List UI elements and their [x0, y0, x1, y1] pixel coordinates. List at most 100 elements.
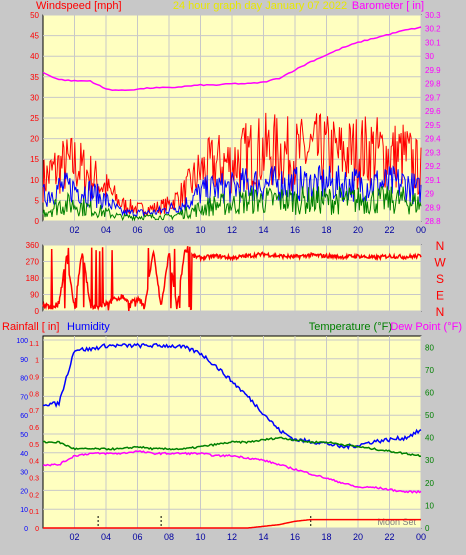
- temperature-title: Temperature (°F): [309, 321, 392, 333]
- rain-tick-label: 0.6: [29, 425, 39, 432]
- wind-direction-line: [42, 246, 422, 312]
- y-tick-label: 360: [26, 241, 40, 250]
- y2-tick-label: 29: [425, 190, 434, 199]
- x-tick-label: 12: [227, 532, 237, 542]
- humidity-tick-label: 20: [20, 488, 28, 495]
- humidity-tick-label: 60: [20, 413, 28, 420]
- y-tick-label: 50: [30, 11, 39, 20]
- y-tick-label: 90: [30, 291, 39, 300]
- y2-tick-label: 60: [425, 388, 434, 397]
- y-tick-label: 40: [30, 52, 39, 61]
- x-tick-label: 14: [258, 532, 268, 542]
- x-tick-label: 18: [321, 225, 331, 235]
- rain-tick-label: 0.7: [29, 408, 39, 415]
- rain-tick-label: 0.9: [29, 375, 39, 382]
- wind-direction-panel: 0 N 90 E 180 S 270 W 360 N: [26, 239, 447, 319]
- x-tick-label: 00: [416, 225, 426, 235]
- x-tick-label: 22: [384, 225, 394, 235]
- compass-label: E: [436, 289, 444, 303]
- y2-tick-label: 20: [425, 479, 434, 488]
- y2-tick-label: 29.6: [425, 107, 441, 116]
- y2-tick-label: 0: [425, 524, 430, 533]
- x-tick-label: 20: [353, 225, 363, 235]
- y-tick-label: 45: [30, 32, 39, 41]
- y2-tick-label: 70: [425, 366, 434, 375]
- x-tick-label: 18: [321, 532, 331, 542]
- y2-tick-label: 50: [425, 411, 434, 420]
- graph-day-title: 24 hour graph day January 07 2022: [173, 0, 347, 12]
- temperature-line: [42, 436, 422, 458]
- y2-tick-label: 29.5: [425, 121, 441, 130]
- y2-tick-label: 30.2: [425, 25, 441, 34]
- y-tick-label: 270: [26, 258, 40, 267]
- humidity-tick-label: 30: [20, 470, 28, 477]
- windspeed-title: Windspeed [mph]: [36, 0, 122, 12]
- y2-tick-label: 30.3: [425, 11, 441, 20]
- humidity-tick-label: 90: [20, 357, 28, 364]
- y-tick-label: 20: [30, 135, 39, 144]
- x-tick-label: 16: [290, 225, 300, 235]
- y2-tick-label: 28.9: [425, 203, 441, 212]
- y2-tick-label: 30: [425, 456, 434, 465]
- humidity-tick-label: 80: [20, 376, 28, 383]
- x-tick-label: 00: [416, 532, 426, 542]
- y-tick-label: 30: [30, 93, 39, 102]
- y2-tick-label: 29.3: [425, 148, 441, 157]
- y-tick-label: 15: [30, 155, 39, 164]
- humidity-tick-label: 0: [24, 526, 28, 533]
- x-tick-label: 04: [101, 532, 111, 542]
- rainfall-title: Rainfall [ in]: [2, 321, 59, 333]
- x-tick-label: 22: [384, 532, 394, 542]
- x-tick-label: 16: [290, 532, 300, 542]
- y-tick-label: 0: [35, 217, 40, 226]
- humidity-title: Humidity: [67, 321, 110, 333]
- compass-label: N: [436, 305, 445, 319]
- y2-tick-label: 29.7: [425, 93, 441, 102]
- rain-tick-label: 1.1: [29, 341, 39, 348]
- y-tick-label: 10: [30, 176, 39, 185]
- y2-tick-label: 10: [425, 501, 434, 510]
- wind-barometer-panel: 02 04 06 08 10 12 14 16 18 20 22 000510152025303540…: [30, 11, 441, 235]
- dewpoint-title: Dew Point (°F): [390, 321, 462, 333]
- y2-tick-label: 80: [425, 343, 434, 352]
- compass-label: W: [434, 256, 446, 270]
- rain-tick-label: 0.1: [29, 509, 39, 516]
- y2-tick-label: 29.8: [425, 80, 441, 89]
- barometer-line: [42, 26, 422, 92]
- barometer-title: Barometer [ in]: [352, 0, 424, 12]
- x-tick-label: 02: [69, 225, 79, 235]
- rain-tick-label: 0.4: [29, 459, 39, 466]
- humidity-tick-label: 100: [16, 338, 28, 345]
- y2-tick-label: 28.8: [425, 217, 441, 226]
- rain-tick-label: 0.2: [29, 492, 39, 499]
- wind-min-line: [42, 185, 422, 222]
- humidity-tick-label: 10: [20, 507, 28, 514]
- y-tick-label: 35: [30, 73, 39, 82]
- y2-tick-label: 30.1: [425, 38, 441, 47]
- y2-tick-label: 29.9: [425, 66, 441, 75]
- x-tick-label: 10: [195, 532, 205, 542]
- y-tick-label: 5: [35, 196, 40, 205]
- x-tick-label: 12: [227, 225, 237, 235]
- y-tick-label: 0: [35, 307, 40, 316]
- y2-tick-label: 40: [425, 434, 434, 443]
- compass-label: N: [436, 239, 445, 253]
- rain-tick-label: 0.5: [29, 442, 39, 449]
- humidity-tick-label: 50: [20, 432, 28, 439]
- x-tick-label: 04: [101, 225, 111, 235]
- x-tick-label: 20: [353, 532, 363, 542]
- rain-tick-label: 0.3: [29, 476, 39, 483]
- x-tick-label: 14: [258, 225, 268, 235]
- x-tick-label: 06: [132, 532, 142, 542]
- y2-tick-label: 29.4: [425, 135, 441, 144]
- x-tick-label: 06: [132, 225, 142, 235]
- y2-tick-label: 29.1: [425, 176, 441, 185]
- y-tick-label: 25: [30, 114, 39, 123]
- wind-avg-line: [42, 165, 422, 218]
- moon-set-label: Moon Set: [377, 517, 416, 527]
- rain-tick-label: 1: [35, 358, 39, 365]
- rain-tick-label: 0: [35, 526, 39, 533]
- humidity-temp-rain-panel: 02 04 06 08 10 12 14 16 18 20 22 000102030405060708…: [16, 335, 434, 542]
